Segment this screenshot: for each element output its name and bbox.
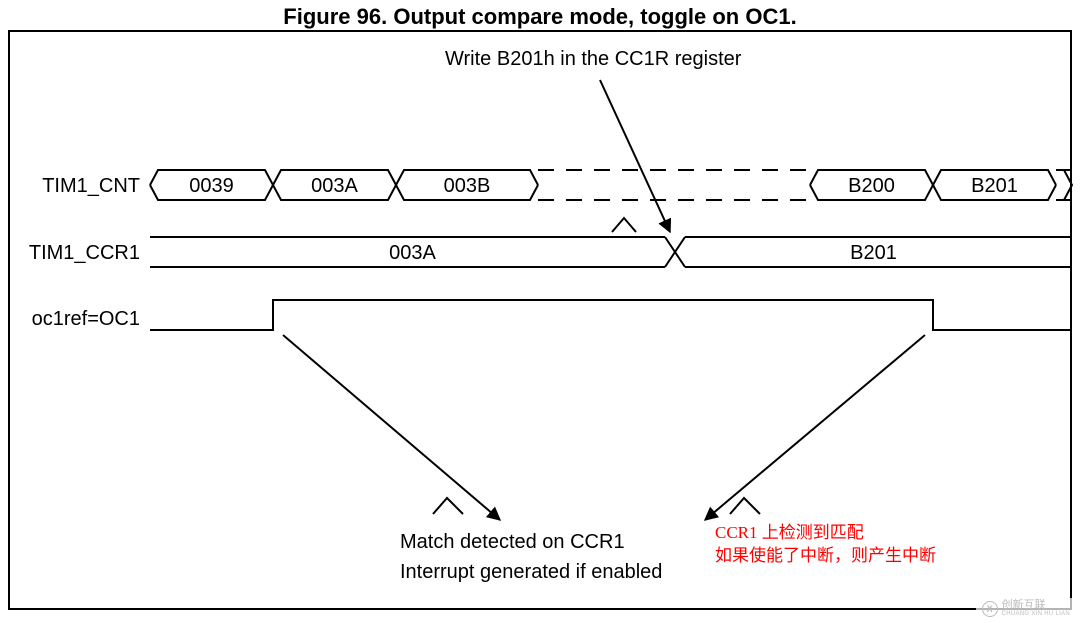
svg-text:003B: 003B — [444, 175, 491, 197]
watermark: X 创新互联 CHUANG XIN HU LIAN — [976, 598, 1076, 619]
watermark-subtext: CHUANG XIN HU LIAN — [1002, 611, 1070, 617]
svg-text:B200: B200 — [848, 175, 895, 197]
svg-text:003A: 003A — [311, 175, 358, 197]
svg-text:003A: 003A — [389, 242, 436, 264]
svg-text:B201: B201 — [971, 175, 1018, 197]
watermark-icon: X — [982, 601, 998, 617]
svg-text:B201: B201 — [850, 242, 897, 264]
timing-diagram-svg: 0039 003A 003B B200 B201 003A B201 — [0, 0, 1080, 623]
watermark-text: 创新互联 — [1002, 600, 1070, 611]
svg-text:0039: 0039 — [189, 175, 234, 197]
